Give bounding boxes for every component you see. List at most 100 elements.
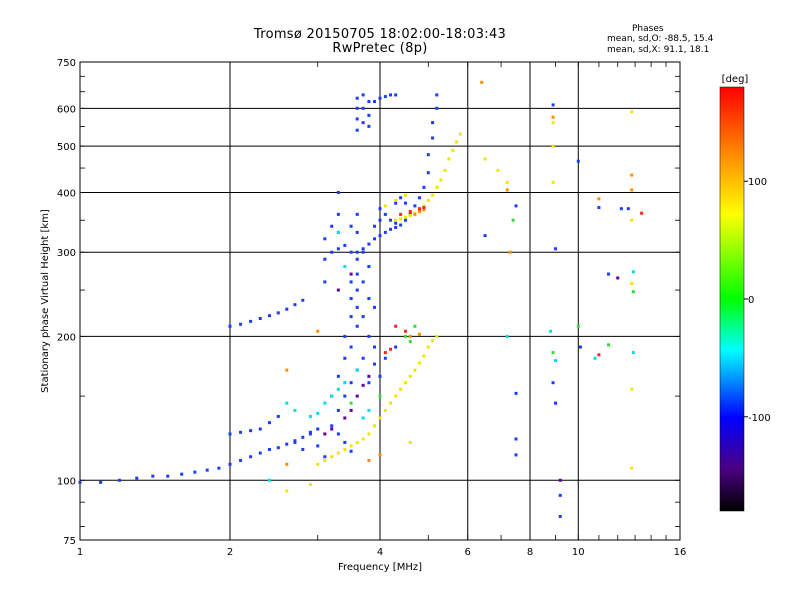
y-axis-label: Stationary phase Virtual Height [km] bbox=[40, 209, 51, 393]
data-point bbox=[408, 340, 412, 344]
data-point bbox=[361, 247, 365, 251]
y-axis: 75 100 200 300 400 500 600 750 bbox=[57, 58, 680, 547]
data-point bbox=[135, 476, 139, 480]
data-point bbox=[631, 270, 635, 274]
data-point bbox=[630, 466, 634, 470]
data-point bbox=[576, 159, 580, 163]
data-point bbox=[408, 334, 412, 338]
x-tick-label: 2 bbox=[227, 547, 233, 558]
x-tick-label: 8 bbox=[527, 547, 533, 558]
data-point bbox=[505, 180, 509, 184]
data-point bbox=[355, 368, 359, 372]
y-tick-label: 100 bbox=[57, 476, 76, 487]
data-point bbox=[403, 381, 407, 385]
data-point bbox=[349, 401, 353, 405]
data-point bbox=[458, 132, 462, 136]
data-point bbox=[293, 439, 297, 443]
data-point bbox=[361, 121, 365, 125]
data-point bbox=[343, 416, 347, 420]
data-point bbox=[228, 432, 232, 436]
data-point bbox=[413, 212, 417, 216]
data-point bbox=[417, 210, 421, 214]
data-point bbox=[373, 237, 377, 241]
data-point bbox=[249, 319, 253, 323]
y-tick-label: 400 bbox=[57, 188, 76, 199]
data-point bbox=[367, 334, 371, 338]
data-point bbox=[551, 144, 555, 148]
data-point bbox=[558, 493, 562, 497]
y-tick-label: 300 bbox=[57, 248, 76, 259]
data-point bbox=[367, 432, 371, 436]
data-point bbox=[551, 115, 555, 119]
y-tick-label: 500 bbox=[57, 142, 76, 153]
data-point bbox=[394, 225, 398, 229]
data-point bbox=[316, 411, 320, 415]
colorbar-tick-label: 0 bbox=[748, 295, 754, 306]
data-point bbox=[403, 329, 407, 333]
data-point bbox=[426, 171, 430, 175]
data-point bbox=[217, 466, 221, 470]
x-tick-label: 6 bbox=[465, 547, 471, 558]
data-point bbox=[373, 362, 377, 366]
data-point bbox=[451, 148, 455, 152]
data-point bbox=[367, 297, 371, 301]
data-point bbox=[553, 247, 557, 251]
data-point bbox=[630, 218, 634, 222]
data-point bbox=[330, 455, 334, 459]
data-point bbox=[285, 442, 289, 446]
data-point bbox=[285, 489, 289, 493]
data-point bbox=[403, 201, 407, 205]
data-point bbox=[403, 193, 407, 197]
data-point bbox=[511, 218, 515, 222]
data-point bbox=[323, 257, 327, 261]
chart-title: Tromsø 20150705 18:02:00-18:03:43 bbox=[253, 27, 507, 42]
data-point bbox=[576, 324, 580, 328]
data-point bbox=[336, 374, 340, 378]
data-point bbox=[378, 416, 382, 420]
data-point bbox=[355, 117, 359, 121]
data-point bbox=[616, 276, 620, 280]
data-point bbox=[367, 381, 371, 385]
data-point bbox=[349, 449, 353, 453]
data-point bbox=[308, 430, 312, 434]
data-point bbox=[267, 421, 271, 425]
data-point bbox=[417, 196, 421, 200]
data-point bbox=[399, 217, 403, 221]
data-point bbox=[378, 218, 382, 222]
data-point bbox=[373, 224, 377, 228]
data-point bbox=[367, 100, 371, 104]
data-point bbox=[349, 297, 353, 301]
data-point bbox=[435, 334, 439, 338]
data-point bbox=[551, 351, 555, 355]
data-point bbox=[551, 103, 555, 107]
data-point bbox=[373, 100, 377, 104]
data-point bbox=[336, 230, 340, 234]
data-point bbox=[336, 288, 340, 292]
data-point bbox=[435, 185, 439, 189]
data-point bbox=[267, 478, 271, 482]
data-point bbox=[399, 223, 403, 227]
phases-x-mode-stats: mean, sd,X: 91.1, 18.1 bbox=[607, 45, 710, 55]
data-point bbox=[361, 250, 365, 254]
data-point bbox=[630, 188, 634, 192]
data-point bbox=[553, 401, 557, 405]
data-point bbox=[619, 207, 623, 211]
data-point bbox=[193, 470, 197, 474]
data-point bbox=[361, 106, 365, 110]
data-point bbox=[293, 408, 297, 412]
data-point bbox=[349, 250, 353, 254]
data-point bbox=[378, 234, 382, 238]
data-point bbox=[316, 444, 320, 448]
data-point bbox=[285, 401, 289, 405]
data-point bbox=[551, 121, 555, 125]
data-point bbox=[293, 440, 297, 444]
x-axis: 1 2 4 6 8 10 16 bbox=[77, 62, 686, 558]
data-point bbox=[249, 455, 253, 459]
data-point bbox=[361, 416, 365, 420]
data-point bbox=[399, 212, 403, 216]
data-point bbox=[626, 207, 630, 211]
data-point bbox=[308, 414, 312, 418]
data-point bbox=[383, 408, 387, 412]
data-point bbox=[630, 282, 634, 286]
data-point bbox=[323, 432, 327, 436]
